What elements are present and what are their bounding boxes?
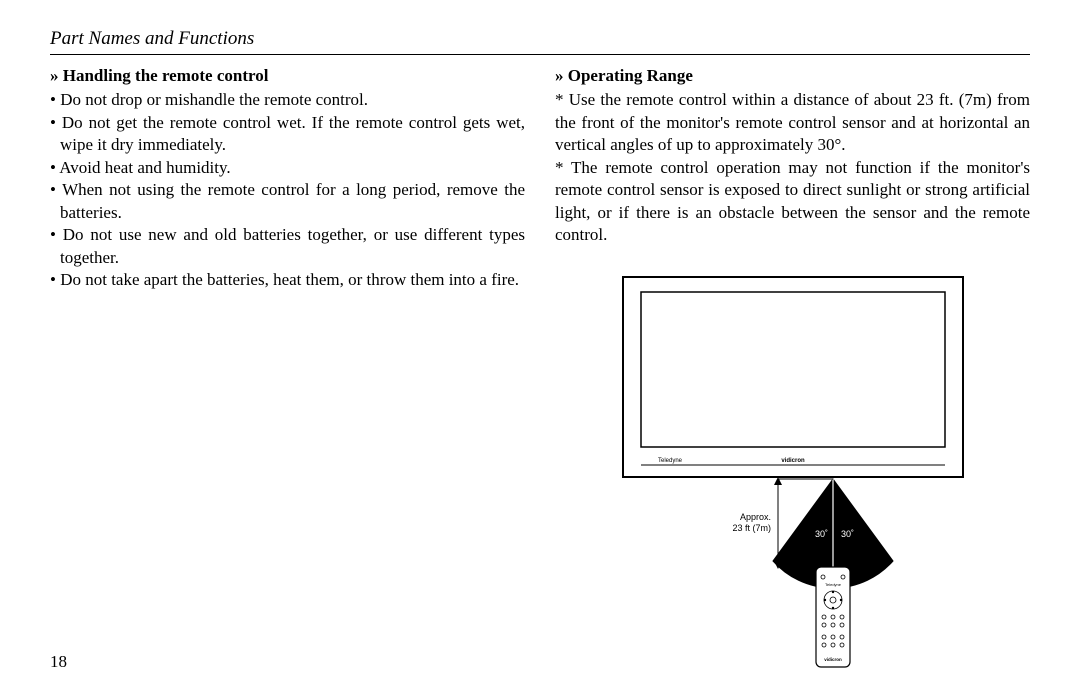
- two-column-layout: » Handling the remote control • Do not d…: [50, 65, 1030, 677]
- bullet-item: • Do not get the remote control wet. If …: [50, 112, 525, 157]
- remote-icon: Teledyne: [816, 567, 850, 667]
- left-column: » Handling the remote control • Do not d…: [50, 65, 525, 677]
- angle-left-label: 30˚: [815, 529, 828, 539]
- header-rule: [50, 54, 1030, 55]
- svg-text:vidicron: vidicron: [824, 657, 842, 662]
- svg-text:Teledyne: Teledyne: [824, 582, 841, 587]
- handling-bullets: • Do not drop or mishandle the remote co…: [50, 89, 525, 291]
- monitor-brand: vidicron: [781, 458, 805, 464]
- operating-range-subhead: » Operating Range: [555, 65, 1030, 87]
- operating-range-para: * Use the remote control within a distan…: [555, 89, 1030, 156]
- handling-subhead: » Handling the remote control: [50, 65, 525, 87]
- diagram-svg: Teledyne vidicron 30˚ 30˚: [603, 267, 983, 677]
- right-column: » Operating Range * Use the remote contr…: [555, 65, 1030, 677]
- angle-right-label: 30˚: [841, 529, 854, 539]
- page-number: 18: [50, 652, 67, 672]
- bullet-item: • When not using the remote control for …: [50, 179, 525, 224]
- operating-range-diagram: Teledyne vidicron 30˚ 30˚: [603, 267, 983, 677]
- approx-label-1: Approx.: [739, 512, 770, 522]
- monitor-label: Teledyne: [658, 458, 683, 464]
- section-header: Part Names and Functions: [50, 28, 1030, 50]
- bullet-item: • Do not drop or mishandle the remote co…: [50, 89, 525, 111]
- operating-range-para: * The remote control operation may not f…: [555, 157, 1030, 247]
- bullet-item: • Do not take apart the batteries, heat …: [50, 269, 525, 291]
- approx-label-2: 23 ft (7m): [732, 523, 771, 533]
- bullet-item: • Avoid heat and humidity.: [50, 157, 525, 179]
- bullet-item: • Do not use new and old batteries toget…: [50, 224, 525, 269]
